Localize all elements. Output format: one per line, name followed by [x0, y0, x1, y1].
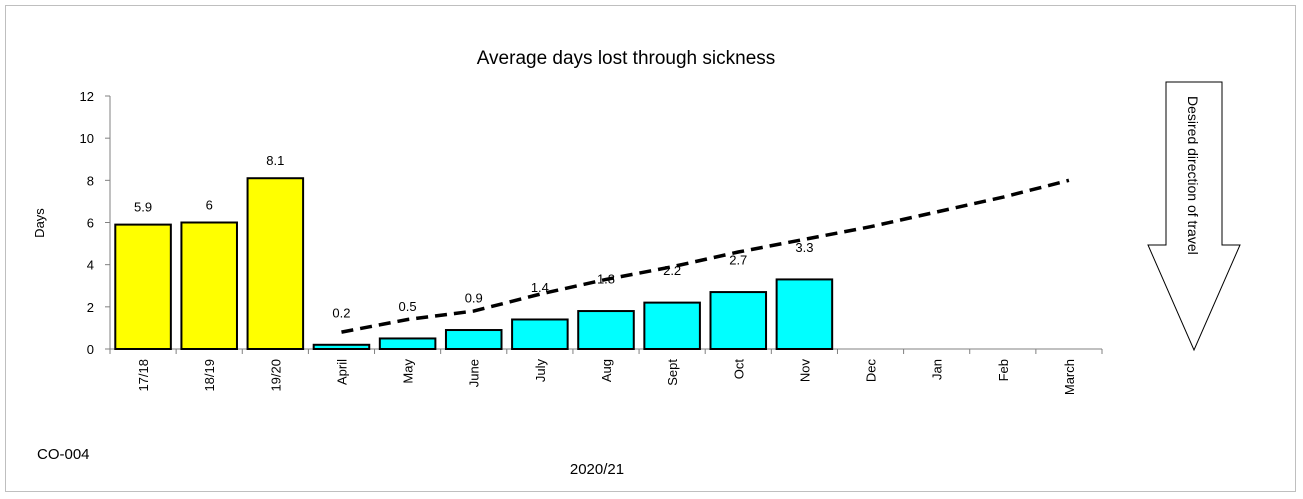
data-label: 0.9 — [465, 291, 483, 306]
x-tick-label: Dec — [864, 359, 879, 383]
bar — [246, 177, 305, 350]
x-tick-label: 19/20 — [268, 359, 283, 392]
x-tick-label: March — [1062, 359, 1077, 395]
x-axis-label: 2020/21 — [570, 461, 624, 478]
x-tick-label: July — [533, 359, 548, 383]
x-tick-label: 17/18 — [136, 359, 151, 392]
x-tick-label: Jan — [930, 359, 945, 380]
y-tick-label: 4 — [87, 258, 94, 273]
y-tick-label: 8 — [87, 173, 94, 188]
x-tick-label: Oct — [731, 359, 746, 380]
y-tick-label: 10 — [80, 131, 94, 146]
down-arrow-icon — [1147, 81, 1241, 352]
bar — [378, 337, 437, 351]
chart-code: CO-004 — [37, 446, 90, 463]
x-tick-label: June — [467, 359, 482, 387]
data-label: 0.5 — [399, 299, 417, 314]
bar — [114, 223, 172, 351]
bar — [643, 301, 701, 351]
data-label: 5.9 — [134, 200, 152, 215]
data-label: 1.4 — [531, 280, 549, 295]
data-label: 8.1 — [266, 153, 284, 168]
x-tick-label: 18/19 — [202, 359, 217, 392]
bar — [775, 278, 834, 350]
y-tick-label: 2 — [87, 300, 94, 315]
data-label: 3.3 — [795, 240, 813, 255]
data-label: 2.7 — [729, 253, 747, 268]
x-tick-label: Sept — [665, 359, 680, 386]
x-tick-label: May — [401, 359, 416, 384]
direction-arrow: Desired direction of travel — [1147, 81, 1241, 352]
x-tick-label: Feb — [996, 359, 1011, 381]
direction-label: Desired direction of travel — [1185, 96, 1201, 255]
bar — [180, 221, 238, 350]
x-tick-label: April — [334, 359, 349, 385]
bar — [444, 329, 503, 350]
target-line — [341, 178, 1070, 334]
bar — [312, 343, 371, 350]
bar — [709, 291, 768, 351]
y-tick-label: 0 — [87, 342, 94, 357]
x-tick-label: Nov — [797, 359, 812, 383]
bar — [511, 318, 569, 351]
y-axis-label: Days — [32, 208, 47, 238]
chart-title: Average days lost through sickness — [477, 48, 776, 69]
data-label: 6 — [206, 198, 213, 213]
plot-area: 0 2 4 6 8 10 12 17/18 18/19 19/20 April May June July… — [80, 89, 1103, 395]
x-tick-label: Aug — [599, 359, 614, 382]
y-tick-label: 6 — [87, 216, 94, 231]
bar — [577, 310, 635, 350]
data-label: 0.2 — [332, 305, 350, 320]
y-tick-label: 12 — [80, 89, 94, 104]
